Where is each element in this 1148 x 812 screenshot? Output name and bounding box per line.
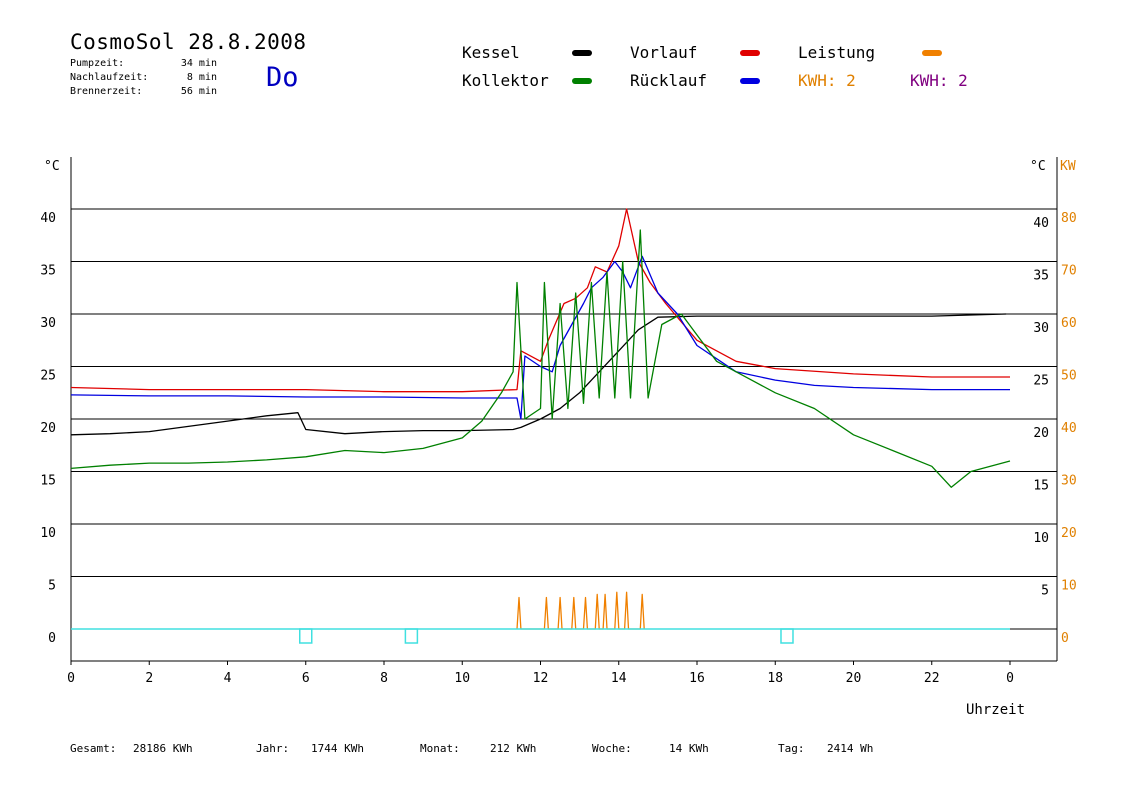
y-right-temp-tick-label: 15: [1033, 479, 1049, 494]
legend-kollektor-swatch: [572, 78, 592, 84]
footer-gesamt-label: Gesamt:: [70, 742, 117, 755]
y-right-unit-power: KW: [1060, 159, 1076, 174]
footer-jahr-value: 1744 KWh: [311, 742, 364, 755]
legend-vorlauf-swatch: [740, 50, 760, 56]
chart-axes: [70, 157, 1058, 665]
legend-kwh-orange: KWH: 2: [798, 71, 856, 90]
weekday-label: Do: [266, 62, 299, 93]
x-tick-label: 0: [67, 671, 75, 686]
y-right-power-tick-label: 30: [1061, 474, 1077, 489]
y-right-temp-tick-label: 10: [1033, 531, 1049, 546]
y-left-unit: °C: [44, 159, 60, 174]
page-title: CosmoSol 28.8.2008: [70, 30, 307, 54]
y-right-temp-tick-label: 35: [1033, 269, 1049, 284]
y-left-tick-label: 35: [40, 264, 56, 279]
x-tick-label: 12: [533, 671, 549, 686]
series-line-kollektor: [70, 229, 1011, 488]
y-left-tick-label: 25: [40, 369, 56, 384]
y-left-tick-label: 10: [40, 526, 56, 541]
y-right-power-tick-label: 10: [1061, 579, 1077, 594]
footer-jahr-label: Jahr:: [256, 742, 290, 755]
y-right-power-tick-label: 40: [1061, 421, 1077, 436]
chart-grid: [71, 208, 1057, 577]
footer-tag-label: Tag:: [778, 742, 805, 755]
y-left-tick-label: 0: [48, 631, 56, 646]
legend-kwh-purple: KWH: 2: [910, 71, 968, 90]
pump-event-marker: [404, 628, 419, 644]
x-tick-label: 20: [846, 671, 862, 686]
legend-kollektor-label: Kollektor: [462, 71, 549, 90]
y-left-tick-label: 15: [40, 474, 56, 489]
y-right-power-tick-label: 70: [1061, 264, 1077, 279]
legend-ruecklauf-swatch: [740, 78, 760, 84]
x-tick-label: 6: [302, 671, 310, 686]
y-right-temp-tick-label: 5: [1041, 584, 1049, 599]
footer-woche-value: 14 KWh: [669, 742, 709, 755]
y-left-tick-label: 40: [40, 211, 56, 226]
info-label-brennerzeit: Brennerzeit:: [70, 86, 143, 97]
y-right-power-tick-label: 0: [1061, 631, 1069, 646]
y-right-power-tick-label: 50: [1061, 369, 1077, 384]
footer-tag-value: 2414 Wh: [827, 742, 874, 755]
chart-series: [70, 208, 1011, 630]
info-label-pumpzeit: Pumpzeit:: [70, 58, 125, 69]
info-value-brennerzeit: 56 min: [180, 86, 217, 97]
x-tick-label: 16: [689, 671, 705, 686]
x-tick-label: 0: [1006, 671, 1014, 686]
y-right-power-tick-label: 60: [1061, 316, 1077, 331]
y-right-temp-tick-label: 20: [1033, 426, 1049, 441]
legend-leistung-swatch: [922, 50, 942, 56]
info-value-pumpzeit: 34 min: [180, 58, 217, 69]
footer-gesamt-value: 28186 KWh: [133, 742, 193, 755]
y-left-tick-label: 20: [40, 421, 56, 436]
footer-monat-label: Monat:: [420, 742, 460, 755]
legend-leistung-label: Leistung: [798, 43, 876, 62]
footer-monat-value: 212 KWh: [490, 742, 537, 755]
x-axis-label: Uhrzeit: [966, 702, 1025, 718]
series-line-vorlauf: [70, 208, 1010, 393]
info-value-nachlaufzeit: 8 min: [186, 72, 217, 83]
legend-kessel-label: Kessel: [462, 43, 520, 62]
y-right-temp-tick-label: 40: [1033, 216, 1049, 231]
y-right-power-tick-label: 20: [1061, 526, 1077, 541]
pump-event-marker: [299, 628, 313, 644]
x-tick-label: 2: [145, 671, 153, 686]
info-label-nachlaufzeit: Nachlaufzeit:: [70, 72, 149, 83]
pump-event-marker: [780, 628, 794, 644]
y-left-tick-label: 5: [48, 579, 56, 594]
y-right-unit-temp: °C: [1030, 159, 1046, 174]
y-left-tick-label: 30: [40, 316, 56, 331]
legend-ruecklauf-label: Rücklauf: [630, 71, 708, 90]
x-tick-label: 4: [224, 671, 232, 686]
footer-woche-label: Woche:: [592, 742, 632, 755]
legend-kessel-swatch: [572, 50, 592, 56]
x-tick-label: 14: [611, 671, 627, 686]
series-line-kessel: [70, 313, 1007, 436]
x-tick-label: 8: [380, 671, 388, 686]
y-right-power-tick-label: 80: [1061, 211, 1077, 226]
x-tick-label: 22: [924, 671, 940, 686]
y-right-temp-tick-label: 25: [1033, 374, 1049, 389]
y-right-temp-tick-label: 30: [1033, 321, 1049, 336]
series-line-leistung: [516, 591, 645, 630]
chart-tick-labels: 0 2 4 6 8 10 12 14 16 18 20 22 0 0 5 10 15 20 25 30 35 40 5 10 1…: [40, 211, 1076, 686]
legend-vorlauf-label: Vorlauf: [630, 43, 698, 62]
chart-markers: [71, 628, 1010, 644]
x-tick-label: 10: [454, 671, 470, 686]
x-tick-label: 18: [767, 671, 783, 686]
